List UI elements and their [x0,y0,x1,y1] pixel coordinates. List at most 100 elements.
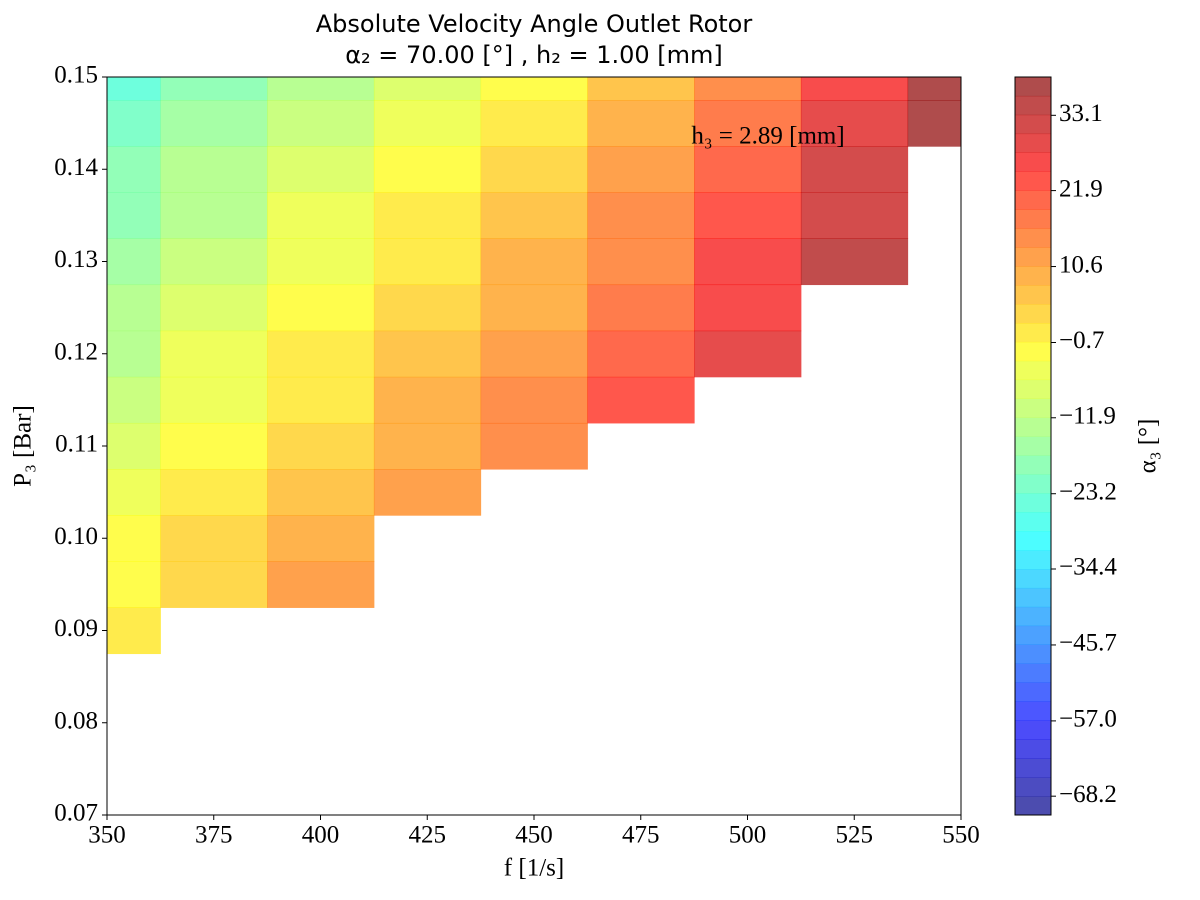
contour-cell [160,100,268,147]
x-tick-label: 375 [195,822,233,849]
contour-cell [160,238,268,286]
contour-cell [480,192,588,239]
contour-cell [587,146,695,193]
colorbar-tick-label: −45.7 [1059,630,1117,657]
colorbar-band [1015,209,1051,229]
contour-cell [373,376,482,424]
contour-cell [267,146,375,193]
contour-cell [587,192,695,239]
contour-cell [480,238,588,286]
contour-cell [160,77,268,101]
contour-cell [373,146,482,193]
contour-cell [694,330,802,378]
contour-cell [107,192,161,239]
contour-cell [107,561,161,608]
x-axis-label: f [1/s] [504,855,564,882]
colorbar-band [1015,720,1051,740]
contour-cell [267,469,375,516]
contour-cell [267,100,375,147]
colorbar-tick-label: −0.7 [1059,327,1104,354]
colorbar-band [1015,455,1051,475]
contour-cell [480,422,588,470]
contour-cell [373,192,482,239]
colorbar-tick-label: −11.9 [1059,403,1116,430]
contour-cell [160,376,268,424]
contour-cell [800,192,909,239]
x-tick-label: 425 [409,822,447,849]
colorbar-band [1015,493,1051,513]
contour-cell [107,469,161,516]
contour-cell [160,422,268,470]
contour-cell [800,77,909,101]
chart-subtitle: α₂ = 70.00 [°] , h₂ = 1.00 [mm] [345,41,723,69]
contour-cell [694,77,802,101]
x-tick-label: 525 [836,822,874,849]
colorbar-band [1015,171,1051,191]
colorbar-tick-label: 10.6 [1059,251,1103,278]
contour-cell [373,238,482,286]
colorbar-band [1015,550,1051,570]
contour-field [107,77,961,655]
contour-cell [160,146,268,193]
contour-cell [694,284,802,332]
contour-cell [160,515,268,562]
colorbar-band [1015,758,1051,778]
contour-cell [107,515,161,562]
x-tick-label: 475 [622,822,660,849]
contour-cell [267,561,375,608]
contour-cell [694,192,802,239]
colorbar-band [1015,682,1051,702]
x-tick-label: 550 [942,822,980,849]
contour-cell [107,376,161,424]
contour-cell [160,469,268,516]
colorbar-band [1015,644,1051,664]
y-tick-label: 0.13 [54,246,98,273]
contour-cell [694,100,802,147]
contour-cell [907,77,961,101]
contour-cell [267,238,375,286]
colorbar-tick-label: −68.2 [1059,781,1117,808]
contour-cell [107,422,161,470]
colorbar-band [1015,436,1051,456]
colorbar-tick-label: 33.1 [1059,100,1103,127]
colorbar-band [1015,77,1051,97]
y-tick-label: 0.07 [54,800,98,827]
contour-cell [800,238,909,286]
contour-cell [587,330,695,378]
contour-cell [107,284,161,332]
colorbar-band [1015,341,1051,362]
colorbar-band [1015,247,1051,267]
colorbar-band [1015,152,1051,172]
contour-cell [480,100,588,147]
y-tick-label: 0.08 [54,707,98,734]
colorbar-band [1015,625,1051,645]
contour-cell [587,77,695,101]
contour-cell [373,422,482,470]
contour-cell [373,100,482,147]
y-tick-label: 0.15 [54,62,98,89]
colorbar-band [1015,285,1051,305]
contour-cell [480,330,588,378]
colorbar-band [1015,95,1051,116]
y-tick-label: 0.11 [55,431,98,458]
contour-cell [267,284,375,332]
contour-cell [160,192,268,239]
contour-cell [107,238,161,286]
contour-cell [267,192,375,239]
colorbar-band [1015,360,1051,381]
contour-cell [160,561,268,608]
contour-cell [267,77,375,101]
colorbar-band [1015,379,1051,399]
x-tick-label: 350 [88,822,126,849]
contour-cell [107,146,161,193]
contour-cell [587,100,695,147]
contour-cell [373,77,482,101]
annotation: h₃ = 2.89 [mm] [691,123,844,150]
contour-cell [800,100,909,147]
contour-cell [267,330,375,378]
colorbar-band [1015,304,1051,324]
colorbar-band [1015,133,1051,153]
colorbar-band [1015,512,1051,532]
contour-cell [107,100,161,147]
